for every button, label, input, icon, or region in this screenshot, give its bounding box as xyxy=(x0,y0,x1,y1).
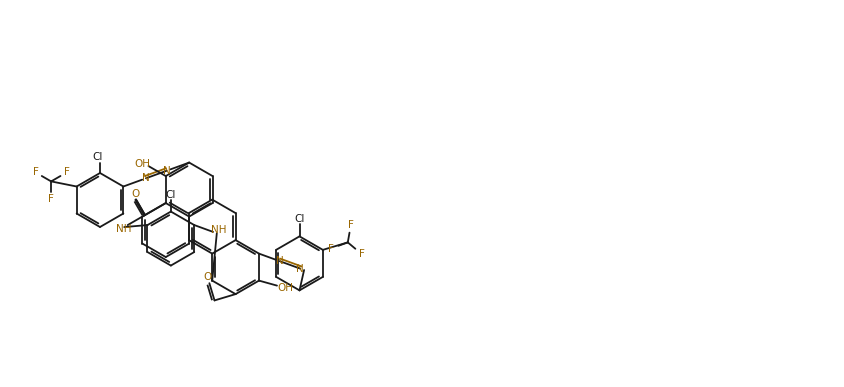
Text: N: N xyxy=(142,173,150,183)
Text: NH: NH xyxy=(116,224,132,234)
Text: Cl: Cl xyxy=(295,214,305,224)
Text: F: F xyxy=(328,243,334,253)
Text: F: F xyxy=(33,168,39,177)
Text: Cl: Cl xyxy=(165,190,176,200)
Text: N: N xyxy=(296,264,304,274)
Text: F: F xyxy=(348,220,354,229)
Text: NH: NH xyxy=(211,225,227,235)
Text: N: N xyxy=(163,166,170,176)
Text: F: F xyxy=(359,249,365,259)
Text: OH: OH xyxy=(134,159,150,169)
Text: O: O xyxy=(132,190,140,199)
Text: N: N xyxy=(276,256,284,266)
Text: F: F xyxy=(64,168,70,177)
Text: OH: OH xyxy=(277,283,293,293)
Text: F: F xyxy=(48,194,54,204)
Text: Cl: Cl xyxy=(93,152,103,162)
Text: O: O xyxy=(203,272,212,282)
